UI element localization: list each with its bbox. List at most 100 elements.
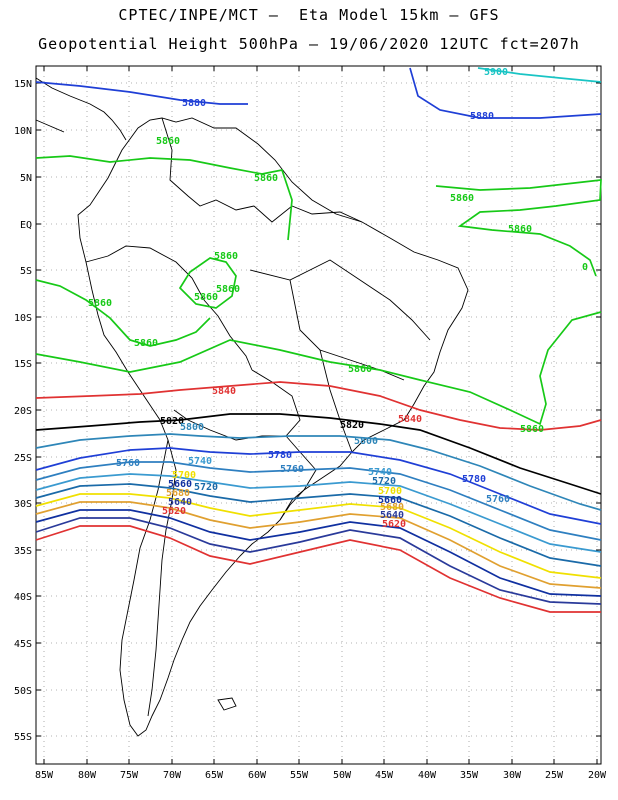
contour-5860-line-pacific — [35, 279, 211, 347]
latitude-label: 30S — [14, 499, 32, 510]
longitude-label: 45W — [375, 770, 394, 781]
contour-label-5840: 5840 — [212, 386, 236, 397]
contour-label-5880: 5880 — [470, 111, 494, 122]
contour-label-5860: 5860 — [156, 136, 180, 147]
longitude-label: 40W — [418, 770, 437, 781]
contour-label-5740: 5740 — [188, 456, 212, 467]
contour-5820-line — [35, 413, 602, 495]
contour-label-5860: 5860 — [134, 338, 158, 349]
contour-label-5860: 5860 — [348, 364, 372, 375]
latitude-label: 55S — [14, 732, 32, 743]
contour-5880-line-east — [409, 67, 602, 119]
contour-5720-line — [35, 483, 602, 567]
longitude-label: 35W — [460, 770, 479, 781]
contour-label-5800: 5800 — [354, 436, 378, 447]
latitude-label: 15N — [14, 79, 32, 90]
contour-label-5860: 5860 — [508, 224, 532, 235]
contour-label-5620: 5620 — [382, 519, 406, 530]
contour-label-5860: 5860 — [254, 173, 278, 184]
latitude-label: 15S — [14, 359, 32, 370]
longitude-label: 20W — [588, 770, 607, 781]
falklands — [217, 697, 237, 711]
coastline-borders — [35, 77, 469, 737]
contour-5780-line — [35, 447, 602, 525]
caribbean-coast — [35, 119, 65, 133]
border-brazil-north — [253, 205, 363, 223]
latitude-label: 10S — [14, 313, 32, 324]
lat-lon-grid — [36, 66, 601, 764]
border-paraguay — [285, 435, 317, 491]
contour-5860-line-atlantic — [435, 179, 602, 277]
contour-label-5700: 5700 — [378, 486, 402, 497]
contour-5800-line — [35, 433, 602, 511]
contour-label-5660: 5660 — [378, 495, 402, 506]
contour-5840-line — [35, 381, 602, 431]
longitude-label: 80W — [78, 770, 97, 781]
border-argentina-chile — [147, 439, 177, 717]
central-america — [35, 77, 127, 141]
longitude-label: 85W — [35, 770, 54, 781]
border-argentina-uruguay — [279, 489, 305, 521]
latitude-label: 10N — [14, 126, 32, 137]
contour-label-5700: 5700 — [172, 470, 196, 481]
latitude-label: 50S — [14, 686, 32, 697]
longitude-label: 65W — [205, 770, 224, 781]
contour-label-5820: 5820 — [160, 416, 184, 427]
border-colombia-venezuela — [161, 117, 255, 211]
contour-5860-line-main — [35, 311, 602, 426]
contour-label-5640: 5640 — [168, 497, 192, 508]
longitude-label: 30W — [503, 770, 522, 781]
contour-label-5860: 5860 — [194, 292, 218, 303]
contour-5740-line — [35, 473, 602, 553]
longitude-label: 60W — [248, 770, 267, 781]
latitude-label: EQ — [20, 220, 32, 231]
contour-label-5680: 5680 — [380, 502, 404, 513]
contour-5860-line-amazon — [178, 257, 237, 309]
contour-label-5780: 5780 — [268, 450, 292, 461]
chart-title-line2: Geopotential Height 500hPa – 19/06/2020 … — [38, 35, 580, 53]
contour-5860-line-north — [35, 155, 293, 241]
contour-5620-line — [35, 525, 601, 613]
contour-label-5720: 5720 — [372, 476, 396, 487]
latitude-label: 35S — [14, 546, 32, 557]
contour-label-5900: 5900 — [484, 67, 508, 78]
latitude-label: 25S — [14, 453, 32, 464]
contour-label-5760: 5760 — [116, 458, 140, 469]
contour-5760-line — [35, 461, 602, 541]
latitude-label: 5S — [20, 266, 32, 277]
contour-label-5780: 5780 — [462, 474, 486, 485]
axis-ticks — [36, 66, 601, 764]
contour-label-5660: 5660 — [168, 479, 192, 490]
contour-label-5860: 5860 — [88, 298, 112, 309]
contour-label-5620: 5620 — [162, 506, 186, 517]
contour-label-5860: 5860 — [214, 251, 238, 262]
contour-5880-line-north — [35, 81, 248, 105]
latitude-label: 20S — [14, 406, 32, 417]
contour-label-5840: 5840 — [398, 414, 422, 425]
contour-label-5740: 5740 — [368, 467, 392, 478]
map-frame — [35, 65, 602, 765]
latitude-label: 5N — [20, 173, 32, 184]
contour-5900-line — [477, 67, 602, 83]
longitude-label: 75W — [120, 770, 139, 781]
contour-label-5860: 5860 — [520, 424, 544, 435]
longitude-labels: 85W 80W 75W 70W 65W 60W 55W 50W 45W 40W 35W 30W 25W 2… — [35, 770, 607, 781]
contour-5700-line — [35, 493, 602, 579]
longitude-label: 70W — [163, 770, 182, 781]
contour-label-5860: 5860 — [216, 284, 240, 295]
contour-labels: 5900 5880 5880 5860 5860 5860 5860 5860 … — [88, 67, 588, 530]
border-ecuador-peru — [85, 245, 205, 301]
contour-label-5860: 5860 — [450, 193, 474, 204]
contour-label-5680: 5680 — [166, 488, 190, 499]
longitude-label: 50W — [333, 770, 352, 781]
contour-5640-line — [35, 517, 602, 605]
contour-label-5760: 5760 — [280, 464, 304, 475]
contour-label-5640: 5640 — [380, 510, 404, 521]
longitude-label: 25W — [545, 770, 564, 781]
contour-5680-line — [35, 501, 602, 589]
contour-label-5860: 0 — [582, 262, 588, 273]
chart-title-line1: CPTEC/INPE/MCT – Eta Model 15km – GFS — [118, 6, 500, 24]
contour-label-5760: 5760 — [486, 494, 510, 505]
contour-label-5880: 5880 — [182, 98, 206, 109]
